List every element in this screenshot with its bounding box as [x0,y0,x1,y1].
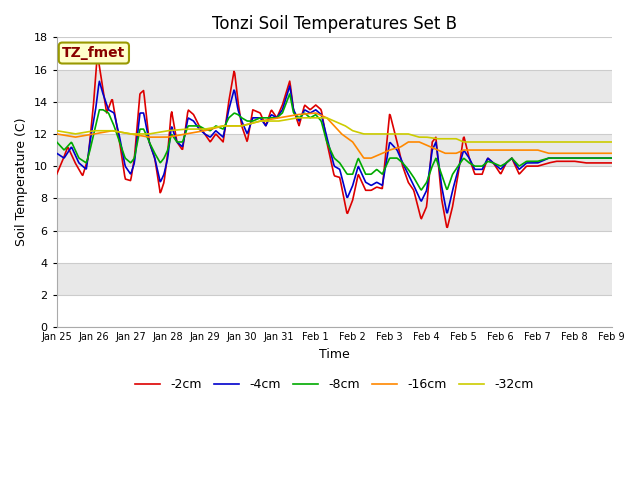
-8cm [269,115,276,120]
-2cm [221,129,228,135]
-4cm [269,113,277,119]
-8cm [424,176,432,181]
-32cm [392,131,400,137]
-2cm [608,160,616,166]
Bar [57,230,612,263]
Legend: -2cm, -4cm, -8cm, -16cm, -32cm: -2cm, -4cm, -8cm, -16cm, -32cm [130,373,538,396]
-32cm [53,128,61,133]
-16cm [118,130,125,135]
-16cm [360,155,368,161]
Y-axis label: Soil Temperature (C): Soil Temperature (C) [15,118,28,247]
Title: Tonzi Soil Temperatures Set B: Tonzi Soil Temperatures Set B [212,15,457,33]
X-axis label: Time: Time [319,348,349,360]
-32cm [269,118,276,124]
-2cm [93,53,101,59]
-16cm [312,110,319,116]
-4cm [608,155,616,161]
-2cm [269,109,277,115]
-2cm [423,198,431,204]
Bar [57,37,612,70]
-16cm [608,150,616,156]
-8cm [248,118,255,124]
-16cm [53,131,61,137]
Bar [57,198,612,230]
-4cm [53,150,61,156]
-2cm [53,171,61,177]
-32cm [118,130,125,135]
-8cm [417,187,425,193]
Line: -32cm: -32cm [57,118,612,142]
-16cm [424,143,432,149]
-32cm [248,120,255,126]
-8cm [392,155,400,161]
-32cm [608,139,616,145]
-8cm [286,91,294,97]
-4cm [248,117,256,123]
-4cm [118,150,126,156]
-4cm [444,210,451,216]
-16cm [220,123,228,129]
-2cm [118,159,126,165]
-2cm [392,135,400,141]
-4cm [95,78,103,84]
-8cm [220,125,228,131]
-8cm [118,145,125,151]
-32cm [294,115,301,120]
-4cm [221,128,228,133]
Bar [57,134,612,166]
-4cm [423,184,431,190]
Bar [57,295,612,327]
-2cm [444,225,451,230]
Line: -16cm: -16cm [57,113,612,158]
Line: -8cm: -8cm [57,94,612,190]
-8cm [53,139,61,145]
Bar [57,102,612,134]
-2cm [248,111,256,117]
Bar [57,166,612,198]
-8cm [608,155,616,161]
-4cm [392,146,400,152]
-16cm [393,145,401,151]
-32cm [220,123,228,129]
-16cm [248,120,255,126]
-16cm [269,116,276,122]
-32cm [423,134,431,140]
Bar [57,263,612,295]
Text: TZ_fmet: TZ_fmet [62,46,125,60]
Line: -2cm: -2cm [57,56,612,228]
-32cm [460,139,468,145]
Bar [57,70,612,102]
Line: -4cm: -4cm [57,81,612,213]
